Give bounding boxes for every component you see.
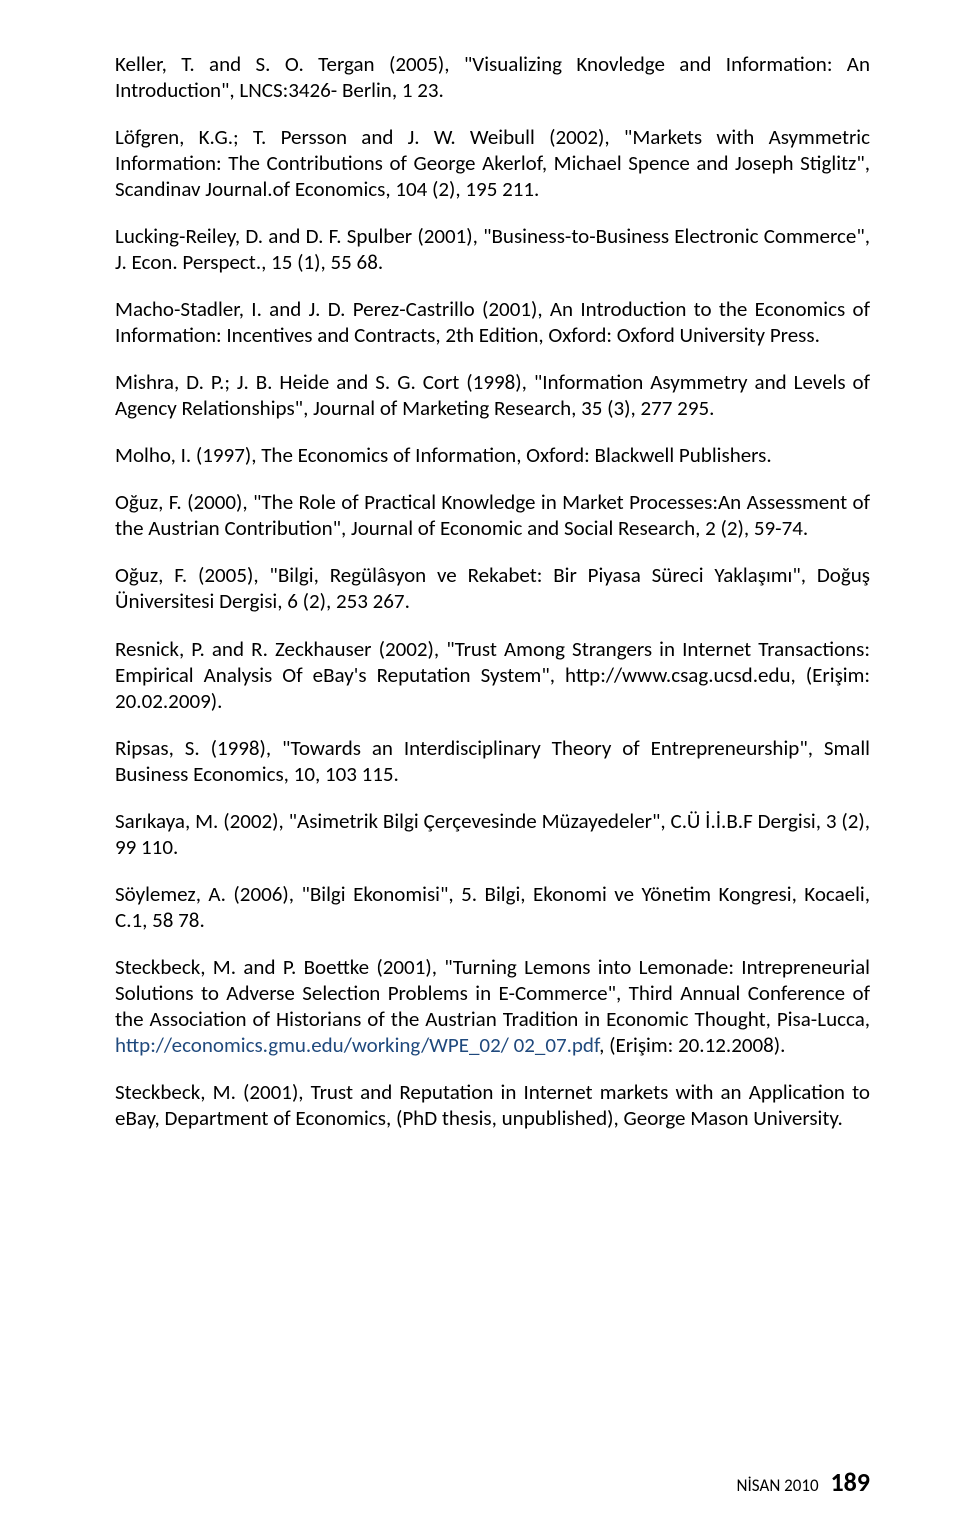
reference-entry: Mishra, D. P.; J. B. Heide and S. G. Cor…	[115, 369, 870, 421]
reference-entry: Oğuz, F. (2005), "Bilgi, Regülâsyon ve R…	[115, 562, 870, 614]
reference-entry: Resnick, P. and R. Zeckhauser (2002), "T…	[115, 636, 870, 714]
reference-entry: Lucking-Reiley, D. and D. F. Spulber (20…	[115, 223, 870, 275]
reference-entry: Macho-Stadler, I. and J. D. Perez-Castri…	[115, 296, 870, 348]
reference-entry: Steckbeck, M. and P. Boettke (2001), "Tu…	[115, 954, 870, 1058]
footer-label: NİSAN 2010	[737, 1475, 819, 1496]
page-footer: NİSAN 2010 189	[737, 1466, 870, 1498]
reference-text: , (Erişim: 20.12.2008).	[599, 1032, 785, 1058]
reference-link: http://economics.gmu.edu/working/WPE_02/…	[115, 1032, 599, 1058]
reference-entry: Keller, T. and S. O. Tergan (2005), "Vis…	[115, 51, 870, 103]
reference-entry: Molho, I. (1997), The Economics of Infor…	[115, 442, 870, 468]
reference-text: Steckbeck, M. and P. Boettke (2001), "Tu…	[115, 954, 870, 1032]
page-number: 189	[830, 1466, 870, 1498]
page: Keller, T. and S. O. Tergan (2005), "Vis…	[0, 0, 960, 1536]
reference-entry: Löfgren, K.G.; T. Persson and J. W. Weib…	[115, 124, 870, 202]
reference-entry: Sarıkaya, M. (2002), "Asimetrik Bilgi Çe…	[115, 808, 870, 860]
reference-entry: Ripsas, S. (1998), "Towards an Interdisc…	[115, 735, 870, 787]
reference-entry: Oğuz, F. (2000), "The Role of Practical …	[115, 489, 870, 541]
reference-entry: Steckbeck, M. (2001), Trust and Reputati…	[115, 1079, 870, 1131]
references-list: Keller, T. and S. O. Tergan (2005), "Vis…	[115, 51, 870, 1131]
reference-entry: Söylemez, A. (2006), "Bilgi Ekonomisi", …	[115, 881, 870, 933]
